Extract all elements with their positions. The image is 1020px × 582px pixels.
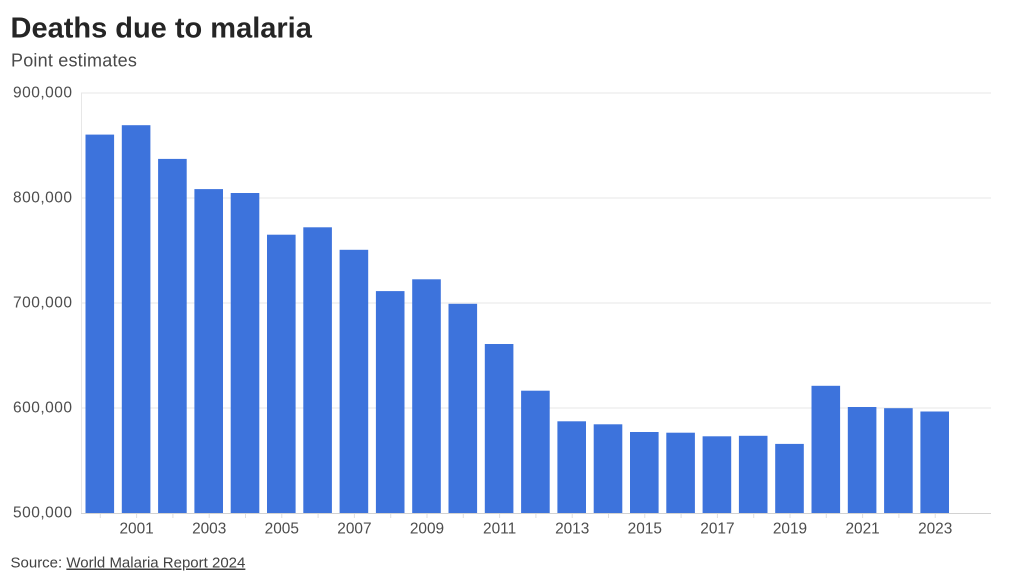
svg-text:2003: 2003 [192,521,226,538]
svg-text:2009: 2009 [410,521,444,538]
svg-text:2023: 2023 [918,521,952,538]
svg-text:800,000: 800,000 [13,190,73,207]
svg-text:Deaths due to malaria: Deaths due to malaria [11,13,313,45]
svg-text:2011: 2011 [483,521,516,538]
svg-text:2013: 2013 [555,521,589,538]
svg-text:600,000: 600,000 [13,400,73,417]
svg-text:700,000: 700,000 [13,295,73,312]
svg-text:2005: 2005 [265,521,299,538]
svg-text:Point estimates: Point estimates [11,51,137,71]
svg-text:Source: World Malaria Report 2: Source: World Malaria Report 2024 [11,555,246,572]
svg-text:2007: 2007 [337,521,371,538]
svg-text:2015: 2015 [628,521,662,538]
svg-text:500,000: 500,000 [13,505,73,522]
svg-text:2021: 2021 [845,521,879,538]
svg-text:2001: 2001 [119,521,153,538]
svg-text:2019: 2019 [773,521,807,538]
svg-text:900,000: 900,000 [13,85,73,102]
svg-text:2017: 2017 [700,521,734,538]
